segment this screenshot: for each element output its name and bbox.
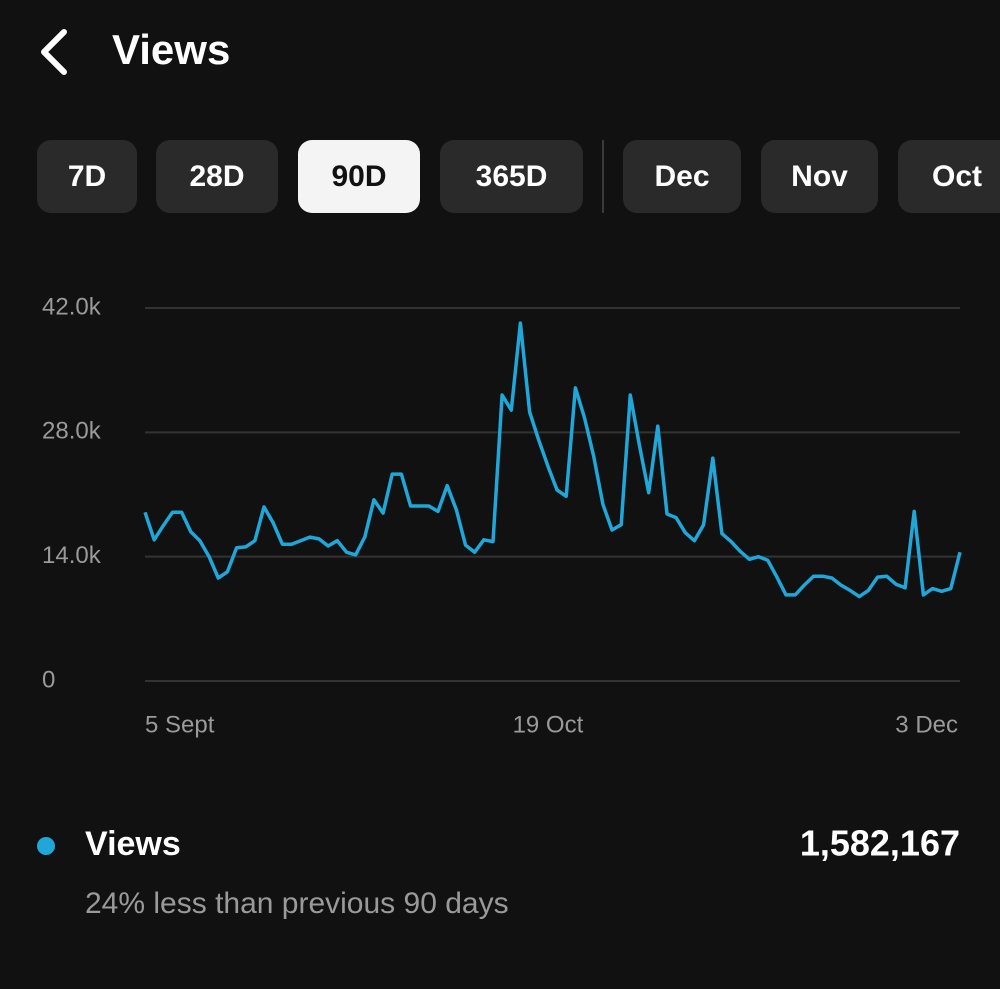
tab[interactable]: 365D [440,140,583,213]
tab[interactable]: 28D [156,140,278,213]
page-title: Views [112,26,231,73]
x-tick-label: 5 Sept [145,711,215,738]
x-tick-label: 3 Dec [895,711,958,738]
y-tick-label: 28.0k [42,418,102,445]
divider [602,140,604,213]
legend-label: Views [85,825,181,863]
tab[interactable]: Nov [761,140,878,213]
x-tick-label: 19 Oct [513,711,584,738]
y-tick-label: 0 [42,666,55,693]
tab[interactable]: Oct [898,140,1000,213]
tab[interactable]: Dec [623,140,741,213]
tab-bar: 7D 28D 90D 365D Dec Nov Oct [0,140,1000,214]
y-tick-label: 14.0k [42,542,102,569]
y-tick-label: 42.0k [42,293,102,320]
data-line [143,321,962,599]
comparison-text: 24% less than previous 90 days [85,887,509,920]
back-button[interactable] [36,26,76,78]
tab[interactable]: 90D [298,140,420,213]
total-value: 1,582,167 [800,823,960,864]
tab[interactable]: 7D [37,140,137,213]
legend-dot [37,837,55,855]
